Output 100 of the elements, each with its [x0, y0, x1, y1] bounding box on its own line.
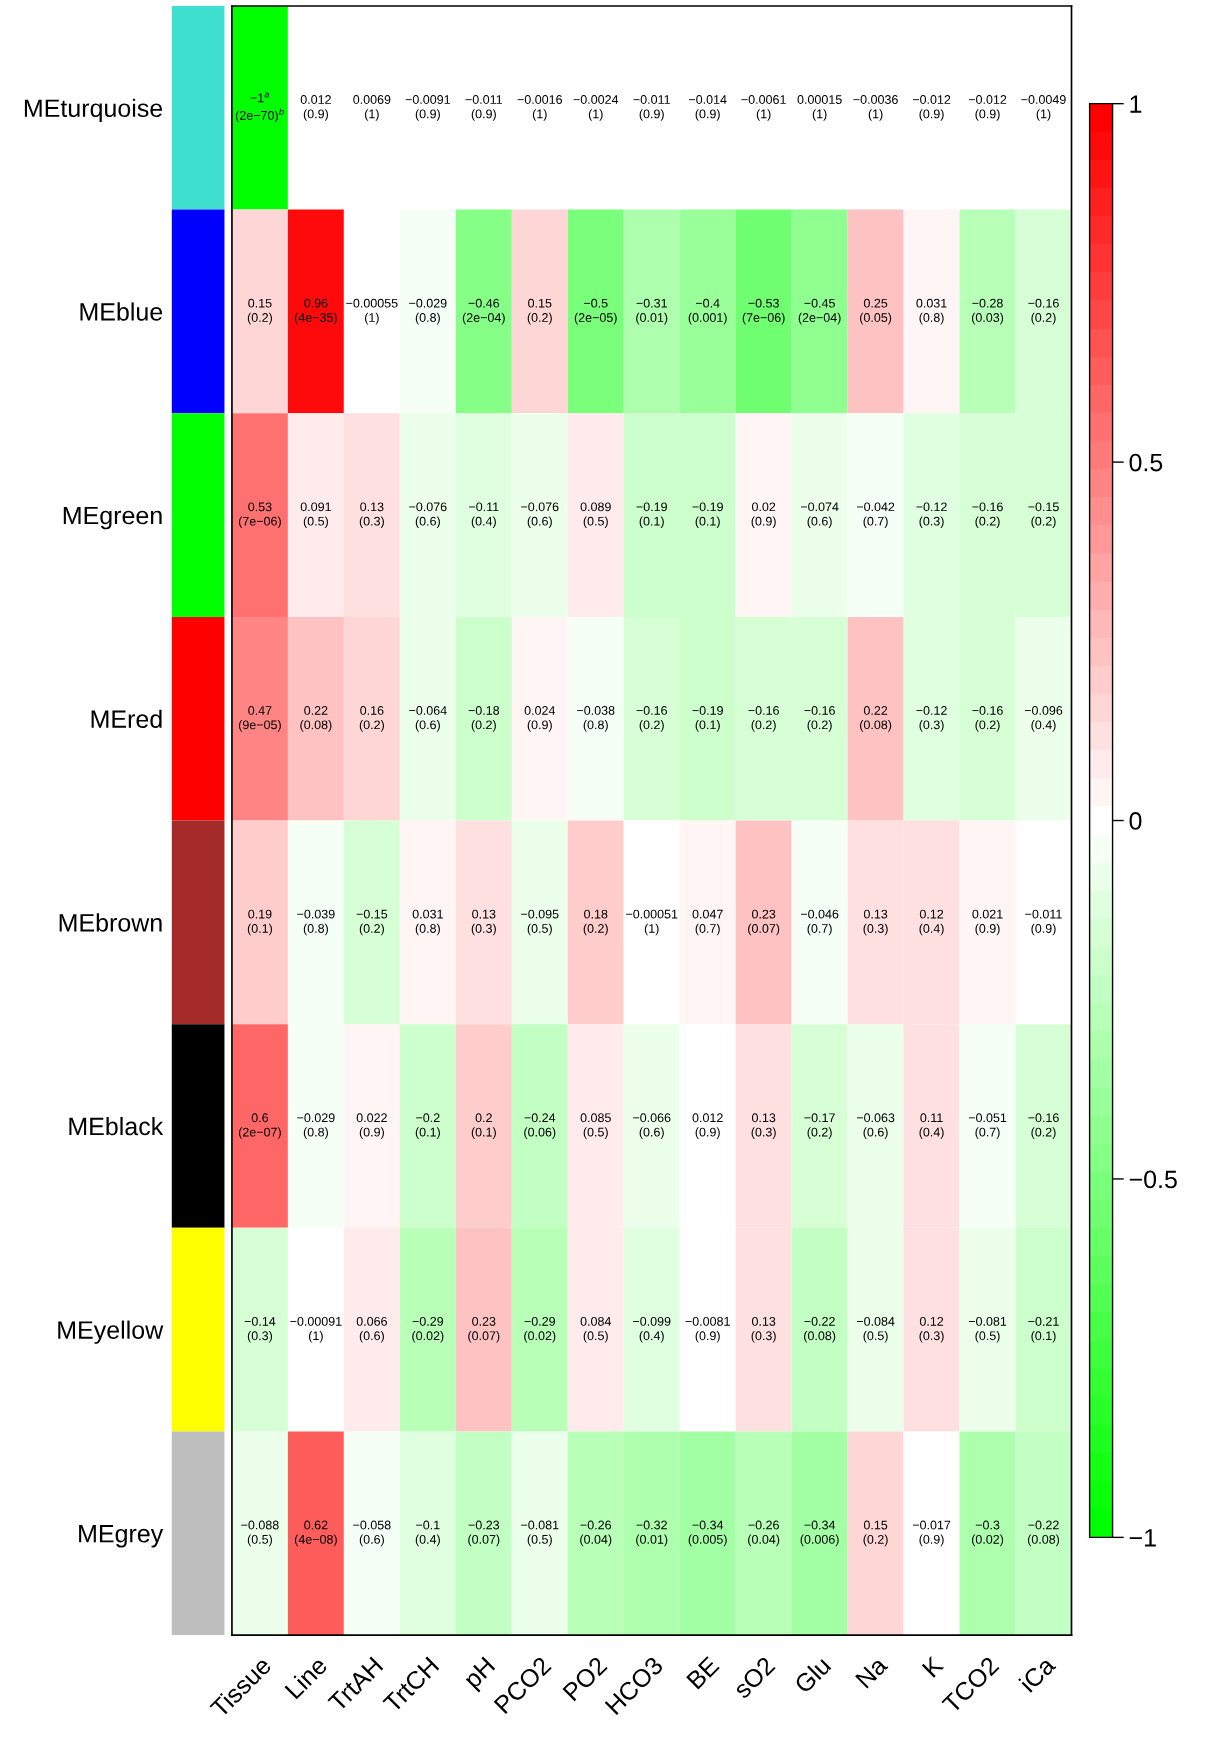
color-bar-label: 0: [1129, 812, 1142, 830]
y-tick-label: MEturquoise: [24, 98, 163, 123]
data-label: −0.17 (0.2): [804, 1113, 835, 1139]
data-label: 0.96 (4e−35): [294, 298, 337, 325]
data-label: 0.084 (0.5): [580, 1316, 612, 1343]
data-label: 0.031 (0.8): [412, 909, 443, 936]
data-label: −0.076 (0.6): [521, 502, 559, 529]
data-label: 0.53 (7e−06): [238, 502, 281, 529]
data-label: −0.029 (0.8): [297, 1113, 335, 1139]
data-label: −0.16 (0.2): [1028, 298, 1059, 325]
data-label: −0.099 (0.4): [633, 1316, 671, 1343]
data-label: 0.11 (0.4): [919, 1113, 944, 1139]
data-label: −0.012 (0.9): [968, 95, 1007, 121]
data-label: −0.3 (0.02): [971, 1520, 1004, 1547]
data-label: −0.0036 (1): [853, 95, 898, 121]
data-label: −0.011 (0.9): [633, 95, 670, 121]
data-label: −0.29 (0.02): [524, 1316, 556, 1343]
data-label: 0.022 (0.9): [356, 1113, 387, 1139]
data-label: −0.45 (2e−04): [798, 298, 841, 325]
data-label: −0.014 (0.9): [689, 95, 727, 121]
data-label: 0.12 (0.4): [919, 909, 944, 936]
data-label: −0.017 (0.9): [912, 1520, 951, 1547]
data-label: 0.0069 (1): [353, 95, 391, 121]
data-label: 0.47 (9e−05): [238, 706, 281, 732]
data-label: −0.0024 (1): [573, 95, 619, 121]
data-label: 0.00015 (1): [797, 95, 842, 121]
x-tick-label: Line: [283, 1655, 329, 1700]
data-label: −0.32 (0.01): [636, 1520, 668, 1547]
data-label: −0.22 (0.08): [804, 1316, 836, 1343]
data-label: 0.19 (0.1): [247, 909, 272, 936]
x-tick-label: Na: [855, 1655, 889, 1689]
data-label: 0.15 (0.2): [527, 298, 552, 325]
color-bar-label: 0.5: [1129, 453, 1163, 472]
data-label: −0.058 (0.6): [353, 1520, 391, 1547]
data-label: −0.064 (0.6): [409, 706, 447, 732]
data-label: −0.081 (0.5): [521, 1520, 559, 1547]
y-tick-label: MEblack: [69, 1116, 164, 1136]
data-label: −0.1 (0.4): [415, 1520, 440, 1547]
data-label: 0.031 (0.8): [916, 298, 947, 325]
data-label: 0.22 (0.08): [860, 706, 892, 732]
data-label: 0.13 (0.3): [359, 502, 384, 529]
data-label: −0.26 (0.04): [580, 1520, 612, 1547]
data-label: −0.12 (0.3): [916, 706, 947, 732]
data-label: −0.038 (0.8): [577, 706, 615, 732]
data-label: −0.051 (0.7): [968, 1113, 1007, 1139]
data-label: 0.23 (0.07): [468, 1316, 500, 1343]
data-label: 0.16 (0.2): [359, 706, 384, 732]
data-label: 0.22 (0.08): [300, 706, 332, 732]
data-label: 0.13 (0.3): [751, 1113, 776, 1139]
data-label: −0.076 (0.6): [409, 502, 447, 529]
data-label: −0.21 (0.1): [1028, 1316, 1059, 1343]
data-label: −0.0091 (0.9): [405, 95, 450, 121]
data-label: −0.53 (7e−06): [742, 298, 785, 325]
data-label: 0.047 (0.7): [692, 909, 723, 936]
data-label: −0.26 (0.04): [748, 1520, 780, 1547]
x-tick-label: sO2: [732, 1655, 776, 1700]
data-label: −0.18 (0.2): [468, 706, 500, 732]
data-label: −0.24 (0.06): [524, 1113, 556, 1139]
data-label: −0.0061 (1): [741, 95, 786, 121]
data-label: 0.12 (0.3): [919, 1316, 944, 1343]
data-label: −0.31 (0.01): [636, 298, 668, 325]
data-label: 0.066 (0.6): [356, 1316, 387, 1343]
x-tick-label: BE: [686, 1655, 720, 1690]
data-label: −0.0049 (1): [1021, 95, 1066, 121]
data-label: −0.11 (0.4): [469, 502, 499, 529]
data-label: 0.091 (0.5): [300, 502, 331, 529]
data-label: 0.02 (0.9): [751, 502, 776, 529]
data-label: 0.6 (2e−07): [238, 1113, 281, 1139]
y-tick-label: MEred: [91, 709, 162, 729]
data-label: 0.15 (0.2): [247, 298, 272, 325]
text: −1$^{a}$ (2e−70)$^{b}$: [235, 92, 284, 123]
data-label: −0.0081 (0.9): [685, 1316, 730, 1343]
data-label: −0.011 (0.9): [465, 95, 503, 121]
data-label: 0.25 (0.05): [860, 298, 892, 325]
data-label: 0.23 (0.07): [748, 909, 780, 936]
data-label: −0.4 (0.001): [688, 298, 727, 325]
data-label: −0.039 (0.8): [297, 909, 335, 936]
data-label: 0.13 (0.3): [471, 909, 496, 936]
data-label: −0.46 (2e−04): [462, 298, 505, 325]
data-label: −0.19 (0.1): [636, 502, 667, 529]
x-tick-label: K: [921, 1655, 945, 1678]
data-label: −0.046 (0.7): [800, 909, 839, 936]
y-tick-label: MEblue: [80, 302, 163, 321]
color-bar-label: −1: [1129, 1529, 1156, 1547]
data-label: −0.29 (0.02): [412, 1316, 444, 1343]
data-label: −0.066 (0.6): [633, 1113, 671, 1139]
data-label: −0.011 (0.9): [1025, 909, 1062, 936]
data-label: −0.029 (0.8): [409, 298, 447, 325]
data-label: 0.62 (4e−08): [294, 1520, 337, 1547]
data-label: −0.012 (0.9): [912, 95, 951, 121]
data-label: −0.081 (0.5): [968, 1316, 1007, 1343]
y-tick-label: MEgrey: [79, 1525, 164, 1548]
data-label: 0.089 (0.5): [580, 502, 611, 529]
data-label: 0.18 (0.2): [583, 909, 608, 936]
data-label: −0.28 (0.03): [971, 298, 1004, 325]
color-bar-label: −0.5: [1129, 1170, 1177, 1189]
x-tick-label: iCa: [1018, 1654, 1057, 1693]
data-label: −0.16 (0.2): [972, 502, 1003, 529]
data-label: −0.14 (0.3): [244, 1316, 276, 1343]
data-label: −0.16 (0.2): [636, 706, 667, 732]
